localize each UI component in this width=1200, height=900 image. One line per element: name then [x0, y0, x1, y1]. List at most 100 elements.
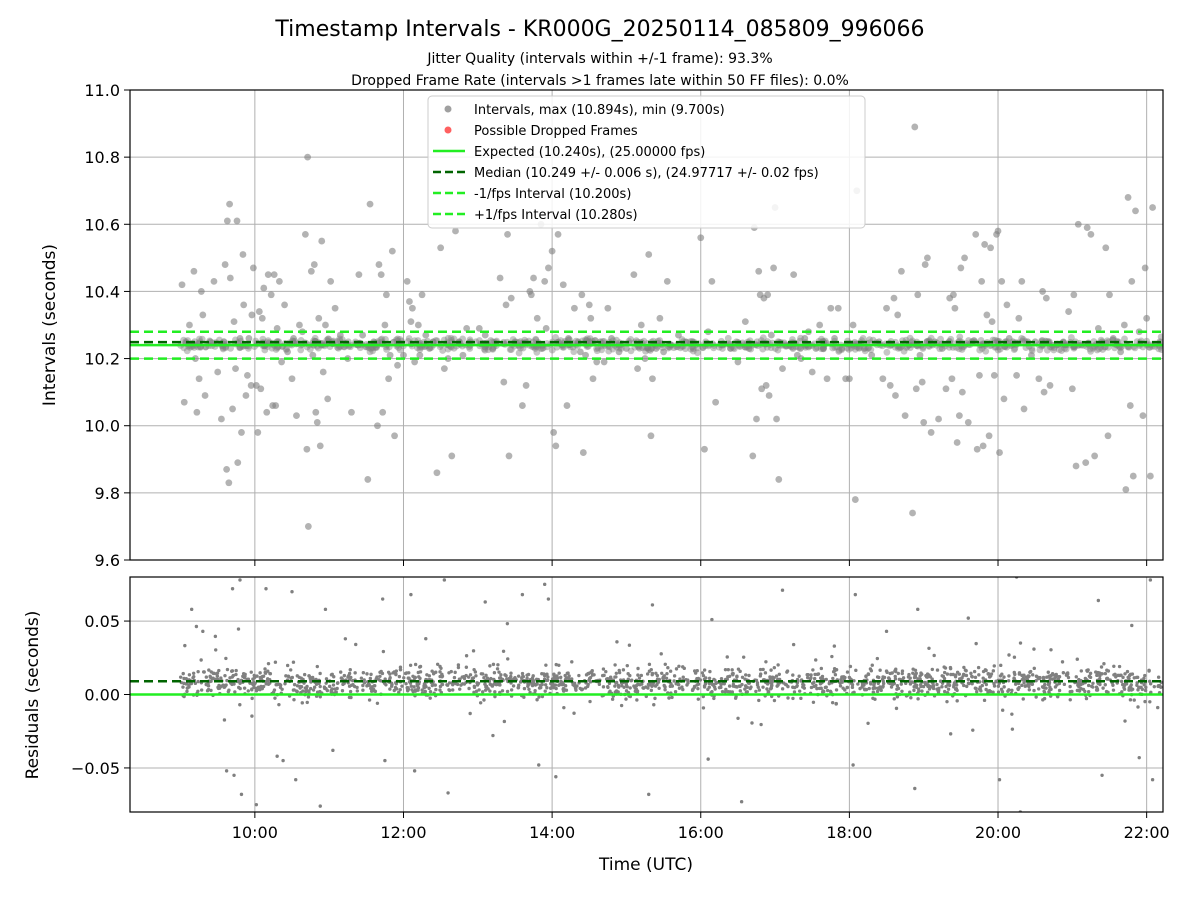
residual-point: [516, 685, 521, 690]
residual-point: [264, 679, 268, 684]
x-tick-label: 12:00: [380, 823, 426, 842]
residual-point: [447, 688, 451, 692]
residual-point: [208, 674, 212, 679]
interval-point: [1043, 346, 1051, 354]
residual-point: [984, 668, 988, 673]
residual-point: [739, 800, 744, 804]
residual-point: [292, 682, 297, 687]
residual-point: [748, 686, 752, 691]
residual-point: [806, 672, 810, 677]
residual-point: [232, 682, 236, 686]
interval-point: [994, 346, 1002, 354]
residual-point: [238, 578, 242, 582]
residual-point: [916, 697, 920, 701]
residual-point: [853, 592, 858, 597]
interval-point: [481, 346, 489, 354]
residual-point: [963, 668, 968, 672]
residual-point: [962, 665, 966, 670]
residual-point: [238, 703, 242, 707]
residual-point: [201, 629, 205, 634]
residual-point: [780, 687, 785, 691]
interval-point: [406, 298, 413, 305]
residual-point: [830, 654, 834, 659]
interval-point: [587, 314, 595, 322]
residual-point: [505, 621, 510, 626]
residual-point: [723, 667, 728, 672]
interval-point: [600, 358, 608, 366]
residual-point: [331, 748, 335, 753]
residual-point: [622, 685, 626, 690]
residual-point: [475, 683, 480, 687]
residual-point: [413, 662, 418, 667]
residual-point: [1137, 755, 1141, 760]
residual-point: [761, 667, 765, 672]
interval-point: [985, 432, 993, 440]
interval-point: [335, 344, 342, 352]
residual-point: [940, 685, 944, 689]
residual-point: [380, 597, 385, 601]
residual-point: [606, 684, 610, 689]
residual-point: [572, 681, 577, 685]
residual-point: [858, 686, 862, 691]
interval-point: [859, 335, 867, 342]
residual-point: [1085, 668, 1089, 673]
interval-point: [273, 324, 281, 332]
interval-point: [979, 442, 987, 450]
residual-point: [945, 672, 950, 676]
residual-point: [942, 676, 947, 681]
interval-point: [527, 291, 535, 299]
residual-point: [554, 775, 558, 779]
interval-point: [488, 338, 496, 346]
residual-point: [484, 673, 488, 678]
residual-point: [809, 673, 813, 677]
residual-point: [400, 684, 404, 688]
interval-point: [180, 336, 188, 344]
interval-point: [779, 365, 786, 373]
residual-point: [1057, 681, 1062, 686]
interval-point: [214, 368, 222, 376]
residual-point: [367, 682, 371, 687]
residual-point: [1077, 689, 1082, 693]
residual-point: [1079, 669, 1084, 673]
top-y-axis-label: Intervals (seconds): [40, 244, 60, 406]
residual-point: [653, 684, 658, 688]
interval-point: [773, 415, 780, 423]
residual-point: [567, 674, 571, 678]
residual-point: [552, 676, 556, 680]
residual-point: [584, 673, 589, 677]
residual-point: [607, 681, 612, 686]
residual-point: [219, 676, 223, 680]
residual-point: [416, 686, 421, 690]
interval-point: [233, 217, 241, 225]
residual-point: [961, 673, 965, 678]
interval-point: [414, 321, 422, 329]
interval-point: [759, 345, 767, 353]
residual-point: [841, 686, 845, 690]
residual-point: [341, 682, 345, 687]
interval-point: [660, 348, 667, 356]
residual-point: [754, 689, 758, 694]
residual-point: [347, 684, 352, 688]
interval-point: [708, 277, 716, 285]
interval-point: [439, 347, 447, 354]
residual-point: [438, 688, 442, 692]
residual-point: [847, 675, 852, 680]
residual-point: [702, 668, 707, 672]
residual-point: [815, 686, 819, 691]
residual-point: [292, 698, 296, 702]
residual-point: [1020, 683, 1024, 688]
interval-point: [563, 402, 571, 409]
interval-point: [386, 351, 394, 359]
residual-point: [278, 683, 283, 687]
residual-point: [1037, 687, 1041, 691]
residual-point: [362, 681, 367, 685]
residual-point: [207, 668, 211, 672]
residual-point: [413, 675, 417, 679]
y-tick-label: 10.6: [84, 215, 120, 234]
interval-point: [849, 321, 857, 329]
residual-point: [614, 681, 618, 685]
residual-point: [719, 676, 724, 681]
interval-point: [845, 345, 853, 353]
interval-point: [1146, 472, 1154, 480]
residual-point: [234, 668, 238, 673]
